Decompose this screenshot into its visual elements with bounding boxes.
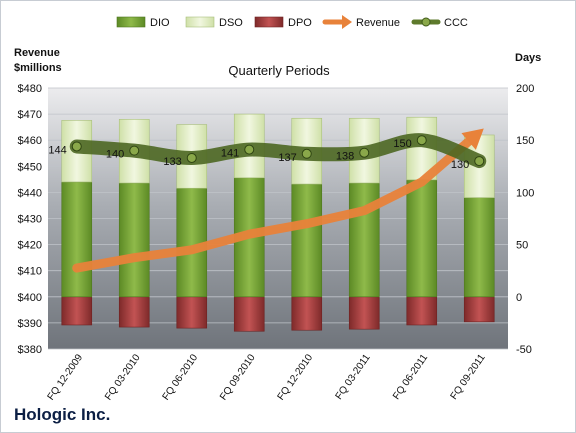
legend-revenue-arrowhead	[342, 15, 352, 29]
legend-swatch-dpo	[254, 16, 284, 28]
ccc-data-label: 141	[221, 148, 239, 160]
right-axis-tick-label: 150	[516, 135, 534, 147]
ccc-data-label: 138	[336, 151, 354, 163]
bar-dpo	[118, 296, 150, 328]
ccc-data-label: 144	[48, 144, 66, 156]
revenue-arrowhead	[461, 128, 484, 150]
ccc-marker	[71, 141, 82, 152]
left-axis-title-line1: Revenue	[14, 47, 60, 59]
ccc-data-label: 150	[393, 138, 411, 150]
left-axis-tick-label: $460	[18, 135, 42, 147]
right-axis-tick-label: 50	[516, 240, 528, 252]
ccc-marker	[186, 152, 197, 163]
ccc-marker	[359, 147, 370, 158]
x-axis-tick-label: FQ 06-2011	[391, 352, 430, 402]
left-axis-tick-label: $480	[18, 83, 42, 95]
company-name: Hologic Inc.	[14, 405, 111, 424]
x-axis-tick-label: FQ 12-2010	[276, 352, 316, 402]
x-axis-tick-label: FQ 09-2010	[218, 352, 258, 402]
right-axis-title: Days	[515, 52, 541, 64]
bar-dio	[118, 182, 150, 298]
left-axis-ticks: $380 $390 $400 $410 $420 $430 $440 $450 $460 $470…	[18, 83, 42, 356]
left-axis-tick-label: $410	[18, 266, 42, 278]
x-axis-tick-label: FQ 03-2011	[334, 352, 373, 402]
bar-dio	[406, 179, 438, 298]
bar-dpo	[348, 296, 380, 330]
ccc-data-label: 140	[106, 149, 124, 161]
bar-dpo	[463, 296, 495, 323]
bar-dio	[291, 183, 323, 298]
legend: DIO DSO DPO Revenue CCC	[116, 15, 468, 29]
x-axis-tick-label: FQ 12-2009	[46, 352, 86, 402]
left-axis-tick-label: $390	[18, 318, 42, 330]
legend-label-dpo: DPO	[288, 17, 312, 29]
bar-dpo	[61, 296, 93, 326]
x-axis-tick-label: FQ 03-2010	[103, 352, 143, 402]
legend-swatch-dio	[116, 16, 146, 28]
revenue-series	[72, 128, 484, 273]
left-axis-tick-label: $450	[18, 161, 42, 173]
x-axis-tick-label: FQ 09-2011	[449, 352, 488, 402]
bar-dio	[463, 197, 495, 298]
left-axis-tick-label: $440	[18, 187, 42, 199]
left-axis-tick-label: $430	[18, 214, 42, 226]
ccc-series: 144 140 133 141 137 138 150 130	[48, 133, 487, 171]
left-axis-tick-label: $470	[18, 109, 42, 121]
ccc-marker	[416, 135, 427, 146]
x-axis-tick-label: FQ 06-2010	[161, 352, 201, 402]
left-axis-tick-label: $400	[18, 292, 42, 304]
ccc-marker	[244, 144, 255, 155]
legend-label-revenue: Revenue	[356, 17, 400, 29]
legend-label-dso: DSO	[219, 17, 243, 29]
left-axis-tick-label: $380	[18, 344, 42, 356]
legend-swatch-dso	[185, 16, 215, 28]
chart-title: Quarterly Periods	[228, 63, 330, 78]
right-axis-tick-label: 100	[516, 187, 534, 199]
ccc-data-label: 137	[278, 152, 296, 164]
bar-dpo	[233, 296, 265, 332]
revenue-line	[72, 134, 477, 273]
bar-dpo	[291, 296, 323, 331]
right-axis-ticks: -50 0 50 100 150 200	[516, 83, 534, 356]
ccc-marker	[474, 156, 485, 167]
left-axis-title-line2: $millions	[14, 62, 62, 74]
left-axis-tick-label: $420	[18, 240, 42, 252]
legend-ccc-marker	[421, 17, 431, 27]
ccc-marker	[301, 148, 312, 159]
bar-dio	[348, 182, 380, 298]
ccc-marker	[129, 145, 140, 156]
bar-dpo	[406, 296, 438, 326]
right-axis-tick-label: 200	[516, 83, 534, 95]
bar-dpo	[176, 296, 208, 329]
ccc-data-label: 130	[451, 159, 469, 171]
legend-label-ccc: CCC	[444, 17, 468, 29]
right-axis-tick-label: 0	[516, 292, 522, 304]
legend-label-dio: DIO	[150, 17, 170, 29]
bar-dio	[61, 181, 93, 298]
right-axis-tick-label: -50	[516, 344, 532, 356]
x-axis-labels: FQ 12-2009 FQ 03-2010 FQ 06-2010 FQ 09-2010…	[46, 352, 488, 402]
ccc-data-label: 133	[163, 156, 181, 168]
